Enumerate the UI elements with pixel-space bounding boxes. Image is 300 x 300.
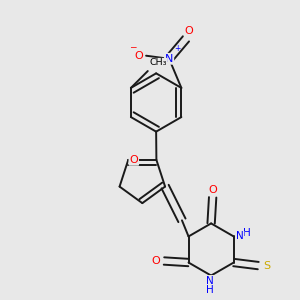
Text: S: S xyxy=(263,261,270,271)
Text: O: O xyxy=(185,26,194,36)
Text: H: H xyxy=(243,228,250,239)
Text: O: O xyxy=(134,51,143,61)
Text: N: N xyxy=(165,54,173,64)
Text: O: O xyxy=(129,155,138,165)
Text: N: N xyxy=(206,276,214,286)
Text: N: N xyxy=(236,231,244,242)
Text: O: O xyxy=(208,185,217,195)
Text: −: − xyxy=(129,43,137,52)
Text: H: H xyxy=(206,285,214,296)
Text: O: O xyxy=(151,256,160,266)
Text: +: + xyxy=(174,44,180,53)
Text: CH₃: CH₃ xyxy=(149,58,167,68)
